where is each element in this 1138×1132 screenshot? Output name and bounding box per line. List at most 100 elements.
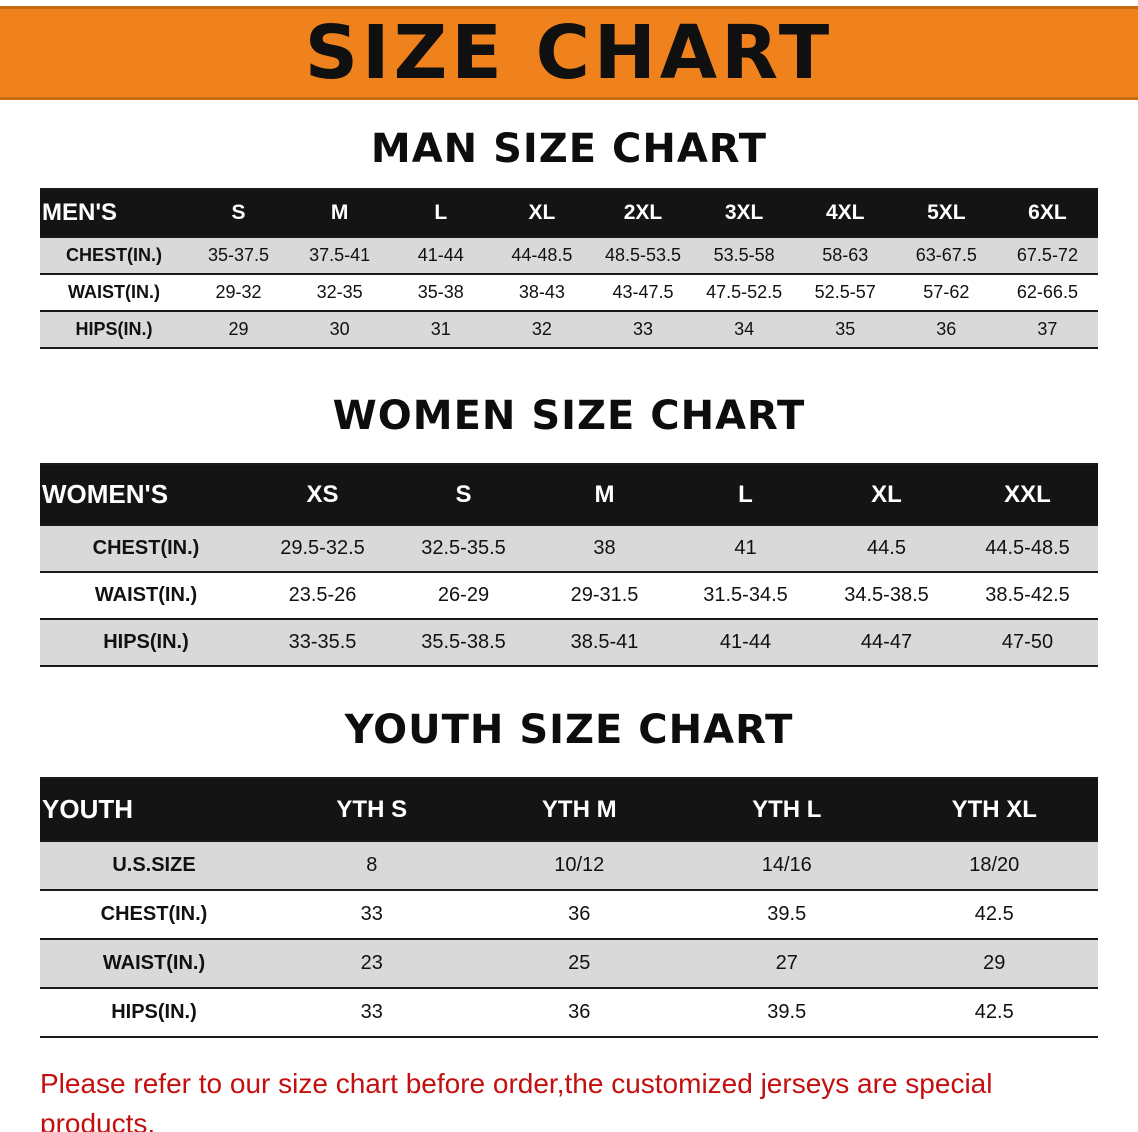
youth-size-table: YOUTH YTH S YTH M YTH L YTH XL U.S.SIZE 8 10/12… [40, 777, 1098, 1038]
table-corner-label: YOUTH [42, 794, 133, 824]
size-value-cell: 38 [593, 537, 616, 559]
size-value-cell: 29 [983, 952, 1006, 974]
size-value-cell: 31.5-34.5 [703, 584, 788, 606]
size-value-cell: 36 [936, 319, 957, 339]
size-value-cell: 43-47.5 [612, 282, 674, 302]
size-value-cell: 34.5-38.5 [844, 584, 929, 606]
size-value-cell: 8 [366, 854, 378, 876]
size-value-cell: 53.5-58 [713, 245, 775, 265]
size-value-cell: 32.5-35.5 [421, 537, 506, 559]
size-column-header: YTH S [336, 795, 408, 823]
size-value-cell: 44-47 [860, 631, 913, 653]
size-value-cell: 29-32 [215, 282, 262, 302]
size-value-cell: 48.5-53.5 [604, 245, 682, 265]
size-value-cell: 33 [360, 903, 383, 925]
size-value-cell: 33-35.5 [288, 631, 357, 653]
size-column-header: 4XL [825, 201, 865, 224]
size-value-cell: 52.5-57 [814, 282, 876, 302]
size-value-cell: 14/16 [761, 854, 812, 876]
size-value-cell: 44.5-48.5 [985, 537, 1070, 559]
size-column-header: 3XL [724, 201, 764, 224]
measurement-row: HIPS(IN.) 33-35.5 35.5-38.5 38.5-41 41-44 44-… [40, 619, 1098, 666]
size-value-cell: 58-63 [822, 245, 869, 265]
size-column-header: YTH L [752, 795, 822, 823]
size-value-cell: 32 [531, 319, 552, 339]
size-value-cell: 41-44 [417, 245, 464, 265]
size-value-cell: 42.5 [974, 903, 1014, 925]
size-value-cell: 44.5 [867, 537, 906, 559]
row-label: CHEST(IN.) [100, 903, 208, 925]
size-column-header: 5XL [927, 201, 966, 224]
size-value-cell: 37 [1037, 319, 1058, 339]
table-corner-label: MEN'S [42, 199, 118, 226]
size-column-header: M [330, 201, 349, 224]
size-value-cell: 23 [360, 952, 383, 974]
size-value-cell: 32-35 [316, 282, 363, 302]
row-label: HIPS(IN.) [111, 1001, 197, 1023]
size-column-header: M [594, 480, 615, 508]
size-value-cell: 42.5 [974, 1001, 1014, 1023]
row-label: WAIST(IN.) [102, 952, 206, 974]
measurement-row: HIPS(IN.) 29 30 31 32 33 34 35 36 37 [40, 311, 1098, 348]
size-value-cell: 67.5-72 [1016, 245, 1078, 265]
size-value-cell: 35-37.5 [208, 245, 270, 265]
size-column-header: XS [306, 480, 339, 508]
men-size-table: MEN'S S M L XL 2XL 3XL 4XL 5XL 6XL CHEST(IN.) 35-37… [40, 188, 1098, 349]
row-label: WAIST(IN.) [68, 282, 160, 302]
disclaimer-line-1: Please refer to our size chart before or… [40, 1068, 993, 1132]
women-size-table: WOMEN'S XS S M L XL XXL CHEST(IN.) 29.5-32.5 32.5… [40, 463, 1098, 667]
row-label: U.S.SIZE [112, 854, 196, 876]
size-value-cell: 25 [568, 952, 591, 974]
size-chart-banner: SIZE CHART [0, 6, 1138, 100]
size-value-cell: 35 [835, 319, 856, 339]
size-value-cell: 39.5 [767, 1001, 807, 1023]
size-value-cell: 57-62 [923, 282, 970, 302]
size-value-cell: 35-38 [417, 282, 464, 302]
size-column-header: 6XL [1028, 201, 1067, 224]
size-value-cell: 39.5 [767, 903, 807, 925]
size-column-header: L [738, 480, 753, 508]
size-column-header: L [434, 201, 448, 224]
size-chart-page: { "banner": { "title": "SIZE CHART", "bg… [0, 6, 1138, 1132]
size-value-cell: 44-48.5 [511, 245, 573, 265]
measurement-row: CHEST(IN.) 35-37.5 37.5-41 41-44 44-48.5 48.5… [40, 237, 1098, 274]
size-column-header: XL [528, 201, 556, 224]
measurement-row: WAIST(IN.) 29-32 32-35 35-38 38-43 43-47.5 47.… [40, 274, 1098, 311]
row-label: CHEST(IN.) [66, 245, 162, 265]
table-corner-label: WOMEN'S [42, 479, 169, 509]
table-header-row: MEN'S S M L XL 2XL 3XL 4XL 5XL 6XL [40, 189, 1098, 237]
size-value-cell: 38.5-41 [570, 631, 639, 653]
size-value-cell: 29.5-32.5 [280, 537, 365, 559]
size-value-cell: 10/12 [554, 854, 605, 876]
size-value-cell: 38-43 [518, 282, 565, 302]
size-value-cell: 30 [329, 319, 350, 339]
size-column-header: YTH XL [951, 795, 1037, 823]
size-value-cell: 36 [568, 1001, 591, 1023]
measurement-row: WAIST(IN.) 23.5-26 26-29 29-31.5 31.5-34.5 34… [40, 572, 1098, 619]
youth-section-title: YOUTH SIZE CHART [344, 707, 794, 753]
size-value-cell: 33 [632, 319, 653, 339]
size-value-cell: 41-44 [719, 631, 772, 653]
size-value-cell: 31 [430, 319, 451, 339]
size-column-header: YTH M [541, 795, 617, 823]
size-column-header: S [455, 480, 472, 508]
size-value-cell: 41 [734, 537, 757, 559]
size-value-cell: 29-31.5 [570, 584, 639, 606]
row-label: HIPS(IN.) [103, 631, 189, 653]
table-header-row: YOUTH YTH S YTH M YTH L YTH XL [40, 778, 1098, 841]
women-section-title: WOMEN SIZE CHART [332, 393, 806, 439]
size-value-cell: 62-66.5 [1016, 282, 1078, 302]
size-value-cell: 35.5-38.5 [421, 631, 506, 653]
size-value-cell: 37.5-41 [309, 245, 371, 265]
row-label: WAIST(IN.) [94, 584, 198, 606]
row-label: HIPS(IN.) [75, 319, 153, 339]
size-column-header: XXL [1004, 480, 1051, 508]
size-chart-content: MAN SIZE CHART MEN'S S M L XL 2XL 3XL 4XL 5XL 6XL… [0, 126, 1138, 1132]
size-value-cell: 47.5-52.5 [706, 282, 783, 302]
size-column-header: XL [871, 480, 902, 508]
size-value-cell: 23.5-26 [288, 584, 357, 606]
size-value-cell: 38.5-42.5 [985, 584, 1070, 606]
size-column-header: S [231, 201, 246, 224]
men-section-title: MAN SIZE CHART [370, 126, 768, 172]
size-value-cell: 63-67.5 [915, 245, 977, 265]
